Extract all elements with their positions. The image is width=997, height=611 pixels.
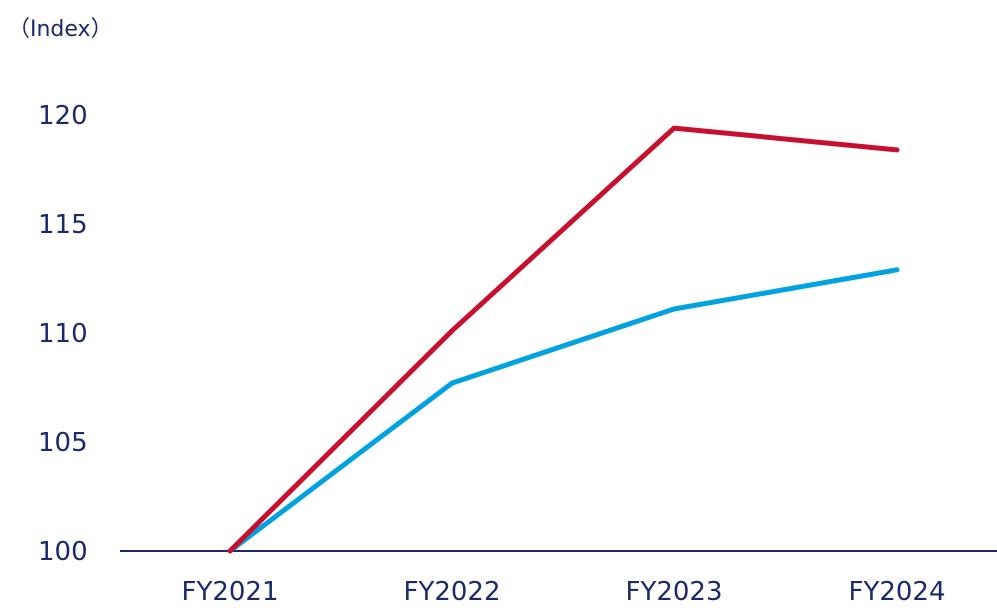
y-axis-tick-labels: 100 105 110 115 120	[38, 101, 88, 567]
series-lines	[227, 125, 900, 554]
x-tick-label: FY2024	[848, 577, 945, 607]
y-tick-label: 100	[38, 537, 88, 567]
x-tick-label: FY2022	[403, 577, 500, 607]
x-tick-label: FY2023	[625, 577, 722, 607]
y-axis-unit-label: （Index）	[8, 17, 113, 42]
y-tick-label: 120	[38, 101, 88, 131]
x-tick-label: FY2021	[181, 577, 278, 607]
y-tick-label: 115	[38, 210, 88, 240]
x-axis-tick-labels: FY2021 FY2022 FY2023 FY2024	[181, 577, 945, 607]
y-tick-label: 110	[38, 319, 88, 349]
series-line-0	[227, 125, 900, 554]
y-tick-label: 105	[38, 428, 88, 458]
series-line-1	[227, 267, 900, 554]
